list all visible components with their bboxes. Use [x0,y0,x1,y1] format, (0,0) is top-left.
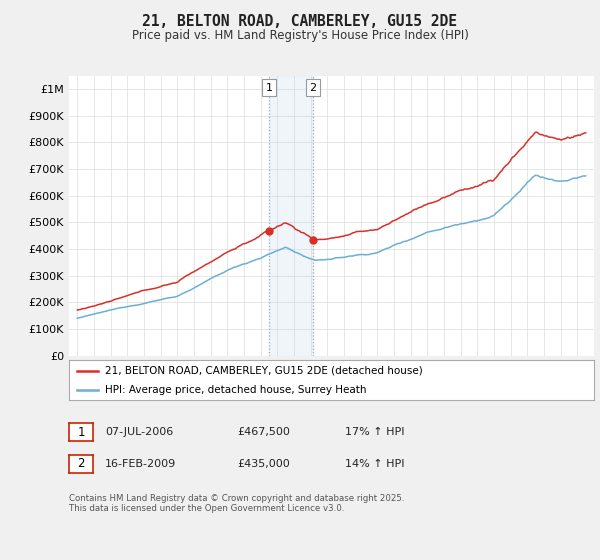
Text: 14% ↑ HPI: 14% ↑ HPI [345,459,404,469]
Text: 1: 1 [77,426,85,439]
Text: 2: 2 [309,83,316,92]
Text: 07-JUL-2006: 07-JUL-2006 [105,427,173,437]
Text: HPI: Average price, detached house, Surrey Heath: HPI: Average price, detached house, Surr… [105,385,366,395]
Text: 16-FEB-2009: 16-FEB-2009 [105,459,176,469]
Text: £467,500: £467,500 [237,427,290,437]
Text: Contains HM Land Registry data © Crown copyright and database right 2025.
This d: Contains HM Land Registry data © Crown c… [69,494,404,514]
Text: 2: 2 [77,457,85,470]
Text: Price paid vs. HM Land Registry's House Price Index (HPI): Price paid vs. HM Land Registry's House … [131,29,469,42]
Bar [269,76,313,356]
Text: 21, BELTON ROAD, CAMBERLEY, GU15 2DE: 21, BELTON ROAD, CAMBERLEY, GU15 2DE [143,14,458,29]
Text: 21, BELTON ROAD, CAMBERLEY, GU15 2DE (detached house): 21, BELTON ROAD, CAMBERLEY, GU15 2DE (de… [105,366,422,376]
Text: £435,000: £435,000 [237,459,290,469]
Text: 1: 1 [266,83,273,92]
Text: 17% ↑ HPI: 17% ↑ HPI [345,427,404,437]
